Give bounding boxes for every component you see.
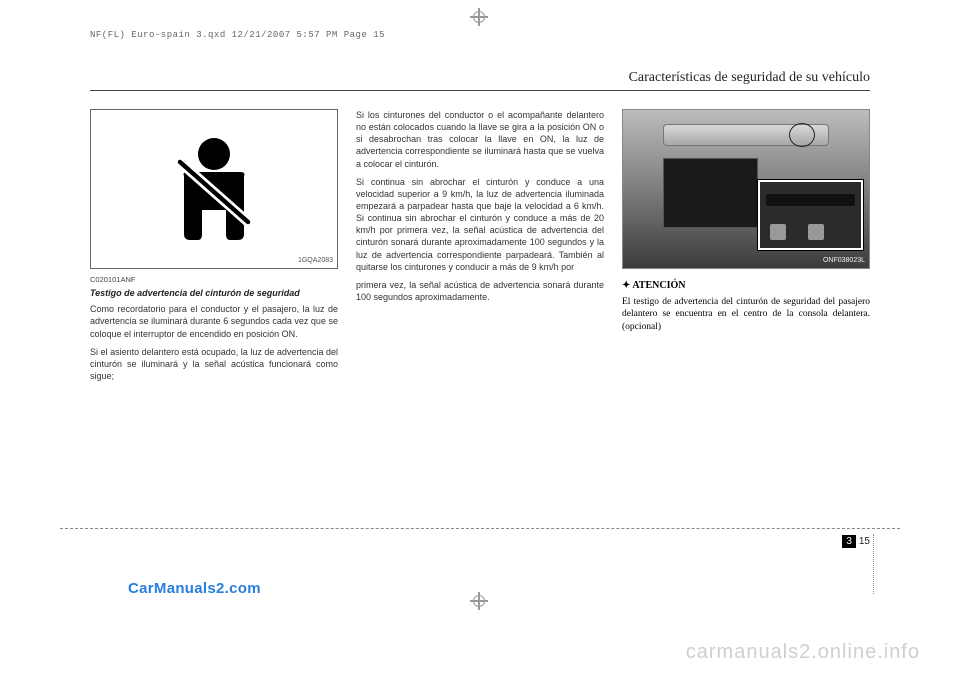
illustration-code: ONF038023L [823,256,865,265]
chapter-number: 3 [842,535,856,548]
dash-callout-circle [789,123,815,147]
page-number: 315 [842,536,870,547]
footer-dotted-rule [873,534,874,594]
seatbelt-warning-icon [808,224,824,240]
print-header: NF(FL) Euro-spain 3.qxd 12/21/2007 5:57 … [90,30,385,40]
seatbelt-warning-illustration: 1GQA2083 [90,109,338,269]
page-content: Características de seguridad de su vehíc… [90,40,870,388]
illustration-code: 1GQA2083 [298,256,333,265]
registration-mark-top [470,8,488,26]
body-paragraph: Si el asiento delantero está ocupado, la… [90,346,338,382]
body-paragraph: primera vez, la señal acústica de advert… [356,279,604,303]
attention-body: El testigo de advertencia del cinturón d… [622,296,870,334]
dash-center-screen [663,158,758,228]
airbag-off-icon [770,224,786,240]
body-paragraph: Como recordatorio para el conductor y el… [90,303,338,339]
section-title: Características de seguridad de su vehíc… [90,70,870,86]
paragraph-code: C020101ANF [90,275,338,285]
title-rule [90,90,870,91]
registration-mark-bottom [470,592,488,610]
dashboard-photo: ONF038023L [622,109,870,269]
column-3: ONF038023L ✦ ATENCIÓN El testigo de adve… [622,109,870,388]
columns: 1GQA2083 C020101ANF Testigo de advertenc… [90,109,870,388]
page-in-chapter: 15 [859,536,870,547]
dash-inset-detail [758,180,863,250]
dash-inset-icons [770,224,824,240]
footer-dashed-rule [60,528,900,529]
dash-inset-slot [766,194,855,206]
column-2: Si los cinturones del conductor o el aco… [356,109,604,388]
attention-heading: ✦ ATENCIÓN [622,279,870,293]
subsection-heading: Testigo de advertencia del cinturón de s… [90,287,338,299]
watermark-footer: carmanuals2.online.info [686,641,920,664]
column-1: 1GQA2083 C020101ANF Testigo de advertenc… [90,109,338,388]
body-paragraph: Si los cinturones del conductor o el aco… [356,109,604,170]
body-paragraph: Si continua sin abrochar el cinturón y c… [356,176,604,273]
watermark-carmanuals2: CarManuals2.com [128,580,261,597]
seatbelt-icon [154,126,274,246]
